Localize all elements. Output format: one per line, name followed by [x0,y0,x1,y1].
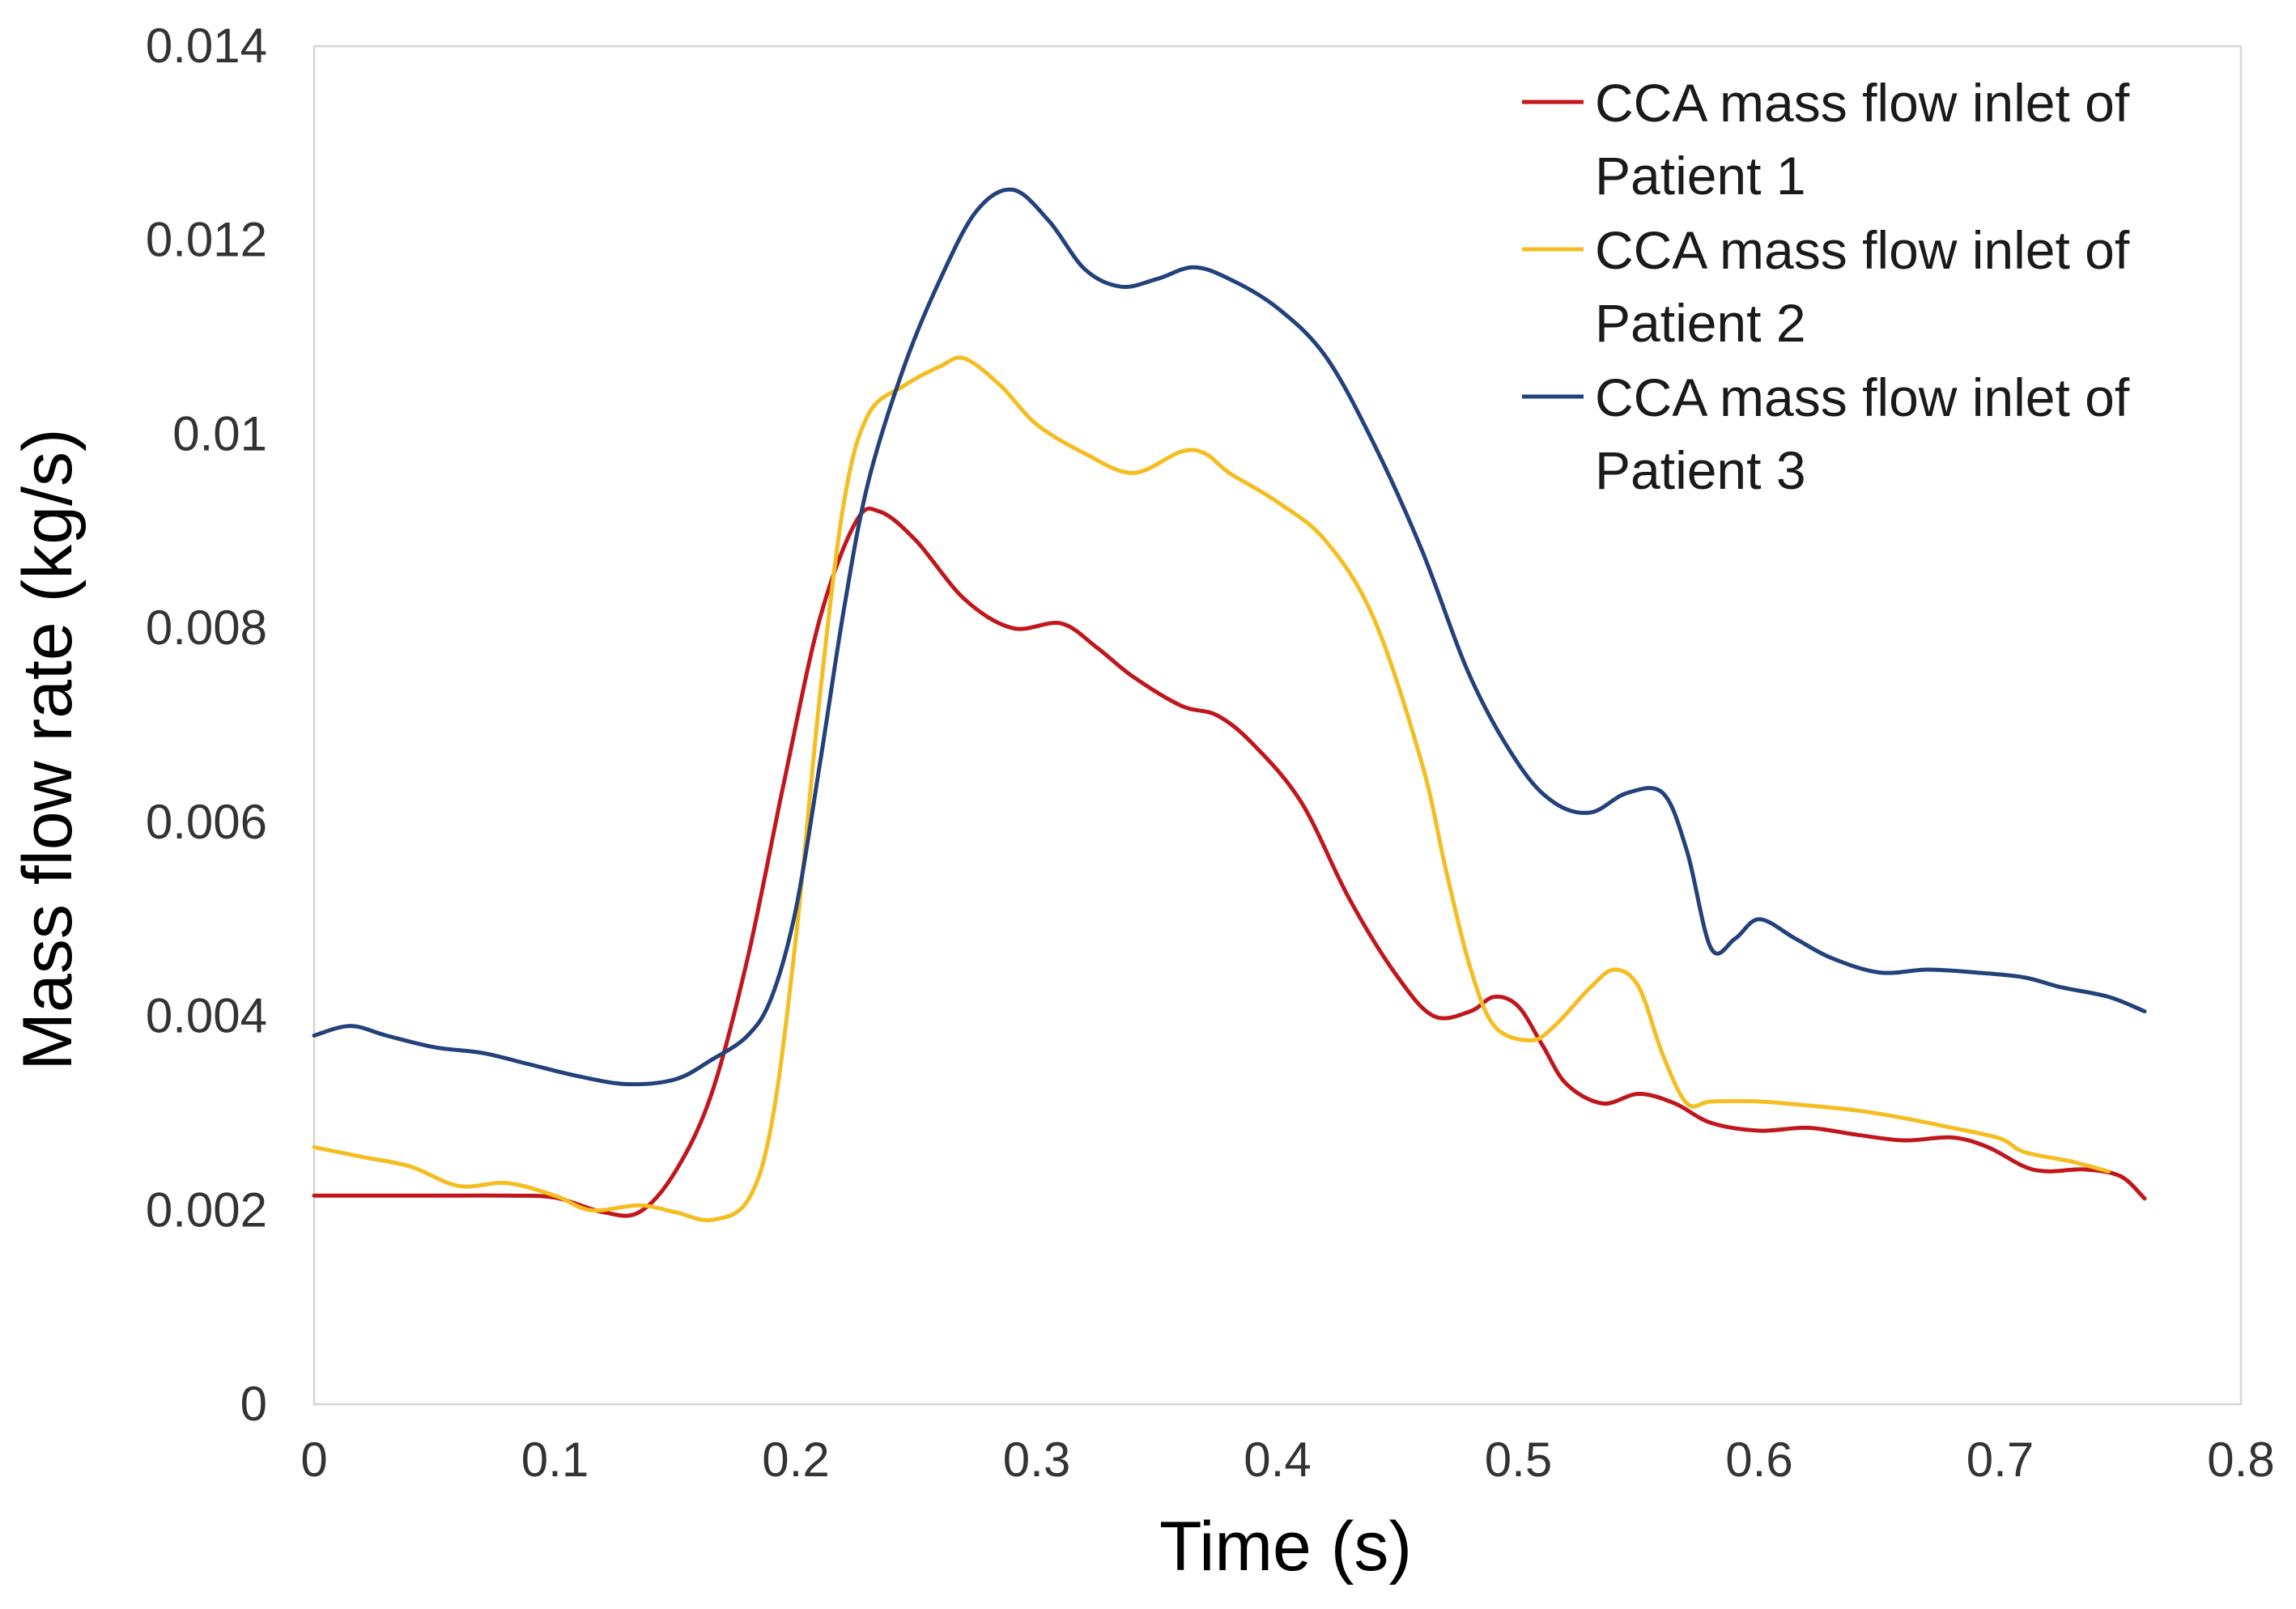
y-tick-label: 0.006 [146,795,267,849]
x-tick-label: 0.2 [762,1433,829,1487]
x-axis-tick-labels: 0 0.1 0.2 0.3 0.4 0.5 0.6 0.7 0.8 [300,1433,2274,1487]
x-tick-label: 0.3 [1003,1433,1070,1487]
legend-label-patient-3: Patient 3 [1595,440,1806,500]
y-tick-label: 0.002 [146,1182,267,1237]
legend-label-patient-2: CCA mass flow inlet of [1595,220,2130,280]
x-tick-label: 0.4 [1244,1433,1311,1487]
plot-area-frame [313,45,2243,1406]
series-line-patient-3 [312,187,2147,1087]
x-tick-label: 0.8 [2207,1433,2274,1487]
y-tick-label: 0.008 [146,601,267,655]
x-tick-label: 0.1 [521,1433,589,1487]
x-tick-label: 0.7 [1966,1433,2034,1487]
y-tick-label: 0.012 [146,213,267,267]
y-axis-title: Mass flow rate (kg/s) [9,428,87,1070]
y-tick-label: 0 [240,1377,267,1431]
y-tick-label: 0.004 [146,989,267,1043]
y-tick-label: 0.01 [172,406,267,461]
y-axis-tick-labels: 0 0.002 0.004 0.006 0.008 0.01 0.012 0.014 [146,19,267,1431]
series-layer [312,187,2147,1223]
legend-label-patient-1: CCA mass flow inlet of [1595,73,2130,133]
series-line-patient-2 [312,355,2111,1223]
x-tick-label: 0 [300,1433,327,1487]
x-tick-label: 0.5 [1485,1433,1552,1487]
legend-label-patient-3: CCA mass flow inlet of [1595,367,2130,427]
x-tick-label: 0.6 [1725,1433,1792,1487]
legend-label-patient-1: Patient 1 [1595,146,1806,206]
series-line-patient-1 [312,507,2147,1218]
legend: CCA mass flow inlet of Patient 1 CCA mass … [1522,73,2130,500]
y-tick-label: 0.014 [146,19,267,73]
legend-label-patient-2: Patient 2 [1595,293,1806,353]
x-axis-title: Time (s) [1159,1508,1412,1586]
